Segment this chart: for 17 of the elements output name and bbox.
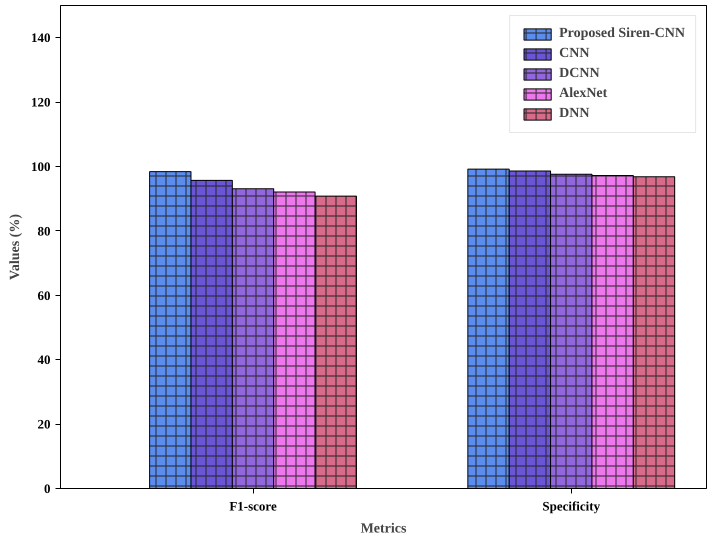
legend-label: DNN bbox=[559, 106, 590, 122]
y-tick-label: 100 bbox=[31, 159, 50, 174]
legend-label: DCNN bbox=[559, 66, 600, 82]
y-tick-label: 120 bbox=[31, 94, 50, 110]
x-tick-label: F1-score bbox=[229, 498, 277, 514]
legend-label: CNN bbox=[559, 46, 590, 62]
x-axis-title: Metrics bbox=[360, 522, 407, 536]
y-tick-label: 140 bbox=[31, 30, 50, 46]
legend-label: Proposed Siren-CNN bbox=[559, 26, 685, 42]
y-tick-label: 80 bbox=[38, 223, 50, 238]
y-tick-label: 0 bbox=[44, 481, 50, 496]
y-tick-label: 20 bbox=[38, 416, 50, 432]
y-axis-title: Values (%) bbox=[8, 214, 23, 280]
y-tick-label: 40 bbox=[38, 352, 50, 368]
legend-label: AlexNet bbox=[559, 86, 608, 102]
y-tick-label: 60 bbox=[38, 288, 50, 303]
x-tick-label: Specificity bbox=[542, 498, 601, 514]
